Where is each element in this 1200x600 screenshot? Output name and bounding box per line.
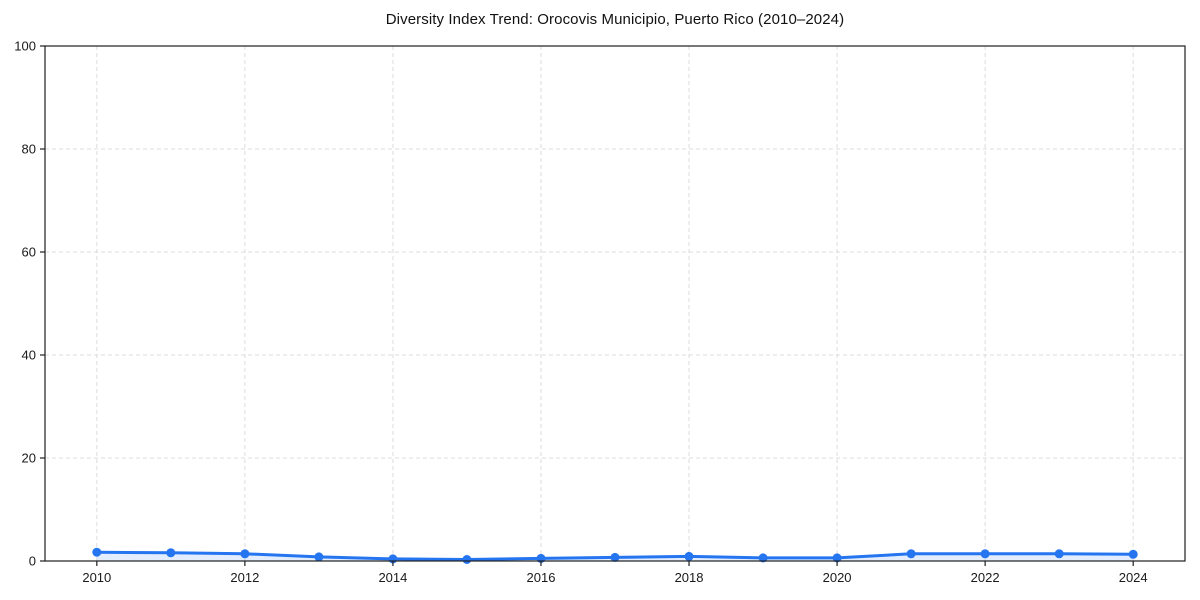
data-point xyxy=(980,549,990,559)
data-point xyxy=(314,552,324,562)
data-point xyxy=(832,553,842,563)
y-tick-label: 100 xyxy=(14,39,36,54)
chart-title: Diversity Index Trend: Orocovis Municipi… xyxy=(385,11,845,28)
x-tick-label: 2024 xyxy=(1119,570,1148,585)
y-tick-label: 40 xyxy=(22,348,36,363)
data-point xyxy=(462,555,472,564)
x-tick-label: 2020 xyxy=(823,570,852,585)
data-point xyxy=(1054,549,1064,559)
data-point xyxy=(758,553,768,563)
data-point xyxy=(240,549,250,559)
y-tick-label: 20 xyxy=(22,451,36,466)
data-point xyxy=(92,547,102,557)
data-point xyxy=(610,552,620,562)
y-tick-label: 80 xyxy=(22,142,36,157)
data-point xyxy=(1128,549,1138,559)
x-tick-label: 2016 xyxy=(527,570,556,585)
y-tick-label: 0 xyxy=(29,554,36,569)
plot-border xyxy=(44,45,1186,562)
x-tick-label: 2022 xyxy=(971,570,1000,585)
data-point xyxy=(684,551,694,561)
x-tick-label: 2010 xyxy=(82,570,111,585)
y-tick-label: 60 xyxy=(22,245,36,260)
data-point xyxy=(166,548,176,558)
x-tick-label: 2018 xyxy=(675,570,704,585)
x-tick-label: 2012 xyxy=(230,570,259,585)
data-point xyxy=(906,549,916,559)
x-tick-label: 2014 xyxy=(378,570,407,585)
